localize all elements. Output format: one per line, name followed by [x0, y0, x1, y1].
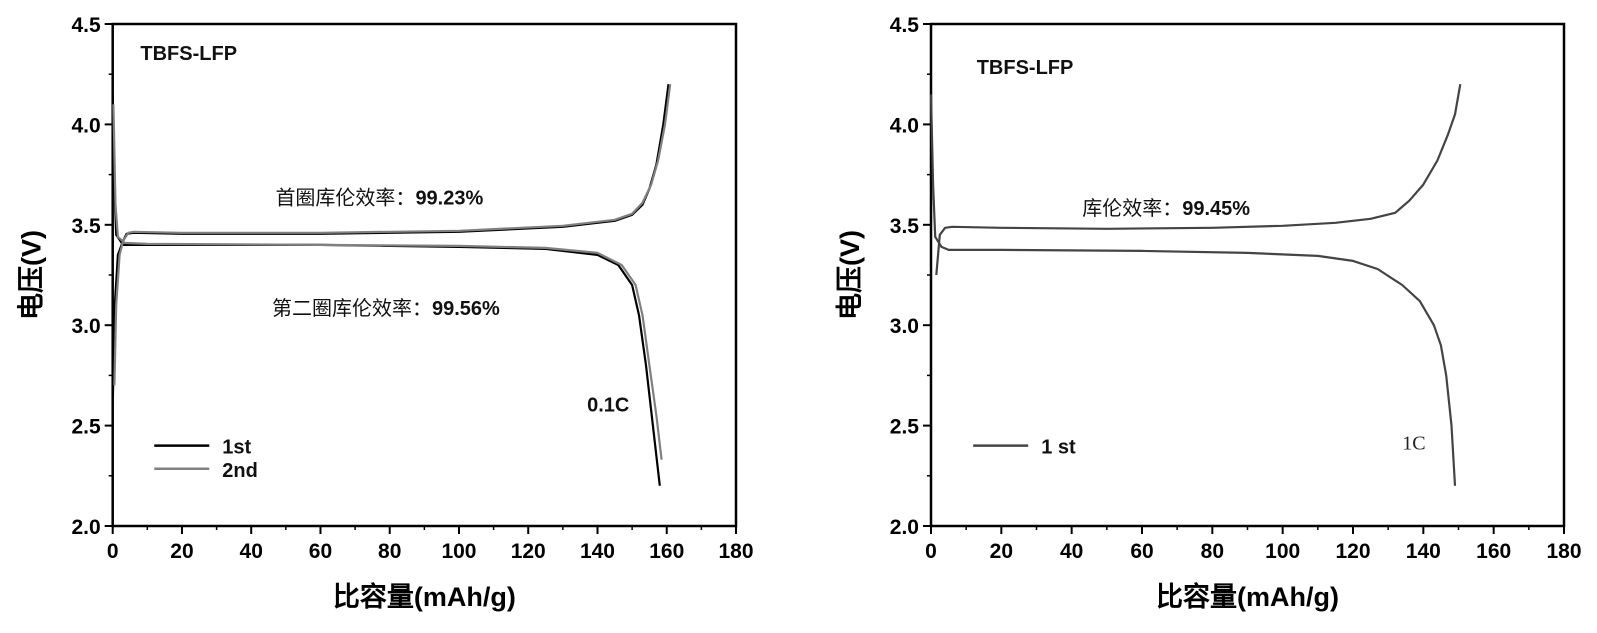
x-tick-label: 80 — [1201, 540, 1224, 563]
legend-label: 2nd — [222, 460, 258, 482]
series-line-1st-discharge — [111, 94, 661, 486]
annotation-text: 库伦效率： — [1082, 197, 1182, 220]
series-line-2nd-discharge — [112, 104, 663, 460]
legend-label: 1 st — [1041, 437, 1076, 459]
x-tick-label: 160 — [649, 540, 684, 563]
x-tick-label: 0 — [107, 540, 119, 563]
x-tick-label: 140 — [1406, 540, 1441, 563]
plot-frame — [111, 22, 738, 528]
x-tick-label: 120 — [511, 540, 546, 563]
chart-panel-2: 0 20 40 60 80 100 120 140 160 180 2.0 2.5 3.0 3.5 4.0 4… — [835, 14, 1582, 612]
annotation-value: 99.56% — [432, 298, 500, 320]
y-tick-label: 3.0 — [890, 315, 919, 338]
y-tick-label: 3.0 — [71, 315, 100, 338]
y-axis-label: 电压(V) — [835, 230, 865, 320]
x-axis-label: 比容量(mAh/g) — [333, 581, 516, 612]
x-tick-label: 40 — [1060, 540, 1083, 563]
y-tick-label: 4.0 — [890, 114, 919, 137]
legend-label: 1st — [222, 437, 251, 459]
y-tick-label: 2.5 — [890, 416, 920, 439]
y-tick-label: 4.5 — [71, 14, 101, 37]
chart-title: TBFS-LFP — [977, 57, 1074, 79]
annotation-second-cycle-efficiency: 第二圈库伦效率：99.56% — [272, 297, 500, 320]
x-tick-label: 20 — [990, 540, 1013, 563]
chart-panel-1: 0 20 40 60 80 100 120 140 160 180 2.0 2.5 3.0 3.5 4.0 4… — [17, 14, 754, 612]
series-line-1st-charge — [935, 84, 1462, 276]
x-tick-label: 120 — [1335, 540, 1370, 563]
x-tick-label: 160 — [1476, 540, 1511, 563]
x-tick-label: 60 — [1130, 540, 1153, 563]
chart-title: TBFS-LFP — [140, 43, 237, 65]
x-tick-label: 100 — [441, 540, 476, 563]
annotation-first-cycle-efficiency: 首圈库伦效率：99.23% — [275, 187, 483, 210]
x-tick-label: 60 — [309, 540, 332, 563]
y-tick-label: 3.5 — [71, 215, 101, 238]
x-tick-label: 180 — [1546, 540, 1581, 563]
annotation-text: 第二圈库伦效率： — [272, 297, 432, 320]
annotation-value: 99.23% — [415, 188, 483, 210]
x-tick-label: 100 — [1265, 540, 1300, 563]
x-tick-label: 180 — [718, 540, 753, 563]
rate-label: 1C — [1402, 433, 1425, 455]
y-tick-label: 4.0 — [71, 114, 100, 137]
x-tick-label: 140 — [580, 540, 615, 563]
y-tick-label: 4.5 — [890, 14, 920, 37]
annotation-text: 首圈库伦效率： — [275, 187, 415, 210]
x-tick-label: 40 — [240, 540, 263, 563]
x-axis-label: 比容量(mAh/g) — [1156, 581, 1339, 612]
series-line-1st-discharge — [929, 94, 1457, 486]
y-tick-label: 2.5 — [71, 416, 101, 439]
y-tick-label: 2.0 — [890, 516, 919, 539]
x-tick-label: 0 — [925, 540, 937, 563]
y-axis-label: 电压(V) — [17, 230, 47, 320]
rate-label: 0.1C — [587, 395, 629, 417]
x-tick-label: 20 — [170, 540, 193, 563]
x-tick-label: 80 — [378, 540, 401, 563]
series-line-2nd-charge — [113, 84, 672, 386]
annotation-coulombic-efficiency: 库伦效率：99.45% — [1082, 197, 1250, 220]
y-tick-label: 3.5 — [890, 215, 920, 238]
annotation-value: 99.45% — [1182, 198, 1250, 220]
plot-frame — [929, 22, 1566, 528]
y-tick-label: 2.0 — [71, 516, 100, 539]
